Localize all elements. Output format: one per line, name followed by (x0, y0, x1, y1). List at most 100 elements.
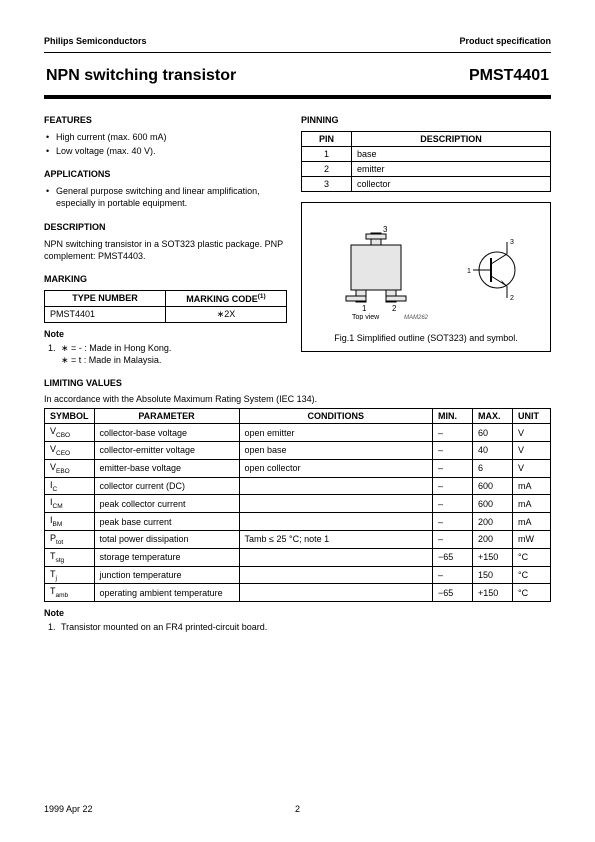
sym-label-1: 1 (467, 268, 471, 275)
table-row: VCEOcollector-emitter voltageopen base–4… (45, 441, 551, 459)
pin-label-3: 3 (383, 225, 388, 234)
cell-symbol: VCBO (45, 424, 95, 442)
cell-param: peak base current (94, 513, 239, 531)
table-row: Tstgstorage temperature−65+150°C (45, 548, 551, 566)
pin-label-2: 2 (392, 304, 397, 313)
header-rule (44, 52, 551, 53)
table-row: Tamboperating ambient temperature−65+150… (45, 584, 551, 602)
cell-unit: V (513, 459, 551, 477)
cell-cond (239, 548, 432, 566)
pinning-heading: PINNING (301, 115, 551, 125)
cell-max: +150 (473, 548, 513, 566)
table-header-row: PIN DESCRIPTION (302, 132, 551, 147)
title-rule (44, 95, 551, 99)
cell-symbol: Tstg (45, 548, 95, 566)
title-main: NPN switching transistor (46, 67, 236, 85)
cell-max: 60 (473, 424, 513, 442)
cell-unit: mA (513, 513, 551, 531)
cell-min: – (433, 459, 473, 477)
applications-list: General purpose switching and linear amp… (44, 185, 287, 209)
cell-param: collector-base voltage (94, 424, 239, 442)
cell-min: – (433, 566, 473, 584)
col-desc: DESCRIPTION (352, 132, 551, 147)
table-header-row: SYMBOL PARAMETER CONDITIONS MIN. MAX. UN… (45, 409, 551, 424)
cell-symbol: Tamb (45, 584, 95, 602)
cell-max: 600 (473, 495, 513, 513)
cell-unit: V (513, 441, 551, 459)
figure-inner: 3 1 2 Top view MAM262 1 3 (310, 215, 542, 325)
cell-cond: open base (239, 441, 432, 459)
cell-code: ∗2X (166, 306, 287, 322)
cell-max: 40 (473, 441, 513, 459)
cell-symbol: Tj (45, 566, 95, 584)
description-text: NPN switching transistor in a SOT323 pla… (44, 238, 287, 262)
description-heading: DESCRIPTION (44, 222, 287, 232)
cell-min: – (433, 530, 473, 548)
right-column: PINNING PIN DESCRIPTION 1base 2emitter 3… (301, 113, 551, 376)
cell-symbol: IBM (45, 513, 95, 531)
cell-min: – (433, 441, 473, 459)
cell-symbol: ICM (45, 495, 95, 513)
marking-notes: ∗ = - : Made in Hong Kong. ∗ = t : Made … (44, 342, 287, 366)
feature-item: Low voltage (max. 40 V). (46, 145, 287, 157)
cell-min: −65 (433, 548, 473, 566)
topview-label: Top view (352, 314, 380, 320)
sym-label-3: 3 (510, 239, 514, 246)
figure-caption: Fig.1 Simplified outline (SOT323) and sy… (310, 333, 542, 343)
limiting-note-label: Note (44, 608, 551, 618)
cell-param: collector current (DC) (94, 477, 239, 495)
table-row: 2emitter (302, 162, 551, 177)
page-footer: 1999 Apr 22 2 (44, 804, 551, 814)
table-row: IBMpeak base current –200mA (45, 513, 551, 531)
cell-cond: open collector (239, 459, 432, 477)
cell-min: – (433, 513, 473, 531)
cell-param: collector-emitter voltage (94, 441, 239, 459)
footer-page: 2 (295, 804, 300, 814)
feature-item: High current (max. 600 mA) (46, 131, 287, 143)
application-item: General purpose switching and linear amp… (46, 185, 287, 209)
table-row: ICMpeak collector current –600mA (45, 495, 551, 513)
cell-cond (239, 477, 432, 495)
marking-note: ∗ = - : Made in Hong Kong. ∗ = t : Made … (58, 342, 287, 366)
title-row: NPN switching transistor PMST4401 (44, 67, 551, 85)
col-marking-code: MARKING CODE(1) (166, 290, 287, 306)
table-row: 1base (302, 147, 551, 162)
cell-unit: mA (513, 495, 551, 513)
cell-cond: open emitter (239, 424, 432, 442)
limiting-notes: Transistor mounted on an FR4 printed-cir… (44, 621, 551, 633)
table-row: 3collector (302, 177, 551, 192)
table-row: VEBOemitter-base voltageopen collector–6… (45, 459, 551, 477)
cell-min: −65 (433, 584, 473, 602)
cell-symbol: VEBO (45, 459, 95, 477)
limiting-heading: LIMITING VALUES (44, 378, 551, 388)
limiting-table: SYMBOL PARAMETER CONDITIONS MIN. MAX. UN… (44, 408, 551, 602)
cell-max: 200 (473, 513, 513, 531)
cell-min: – (433, 495, 473, 513)
cell-param: peak collector current (94, 495, 239, 513)
cell-unit: V (513, 424, 551, 442)
cell-max: 6 (473, 459, 513, 477)
cell-cond: Tamb ≤ 25 °C; note 1 (239, 530, 432, 548)
figure-box: 3 1 2 Top view MAM262 1 3 (301, 202, 551, 352)
cell-max: 150 (473, 566, 513, 584)
pinning-table: PIN DESCRIPTION 1base 2emitter 3collecto… (301, 131, 551, 192)
cell-param: total power dissipation (94, 530, 239, 548)
figure-ref: MAM262 (404, 315, 429, 320)
title-part: PMST4401 (469, 67, 549, 85)
cell-cond (239, 513, 432, 531)
left-column: FEATURES High current (max. 600 mA) Low … (44, 113, 287, 376)
company-name: Philips Semiconductors (44, 36, 147, 46)
cell-cond (239, 566, 432, 584)
cell-symbol: Ptot (45, 530, 95, 548)
cell-param: emitter-base voltage (94, 459, 239, 477)
cell-unit: mW (513, 530, 551, 548)
col-pin: PIN (302, 132, 352, 147)
transistor-symbol-icon: 1 3 2 (467, 230, 527, 310)
applications-heading: APPLICATIONS (44, 169, 287, 179)
cell-max: +150 (473, 584, 513, 602)
limiting-note: Transistor mounted on an FR4 printed-cir… (58, 621, 551, 633)
marking-table: TYPE NUMBER MARKING CODE(1) PMST4401 ∗2X (44, 290, 287, 323)
cell-type: PMST4401 (45, 306, 166, 322)
marking-note-label: Note (44, 329, 287, 339)
doc-type: Product specification (459, 36, 551, 46)
